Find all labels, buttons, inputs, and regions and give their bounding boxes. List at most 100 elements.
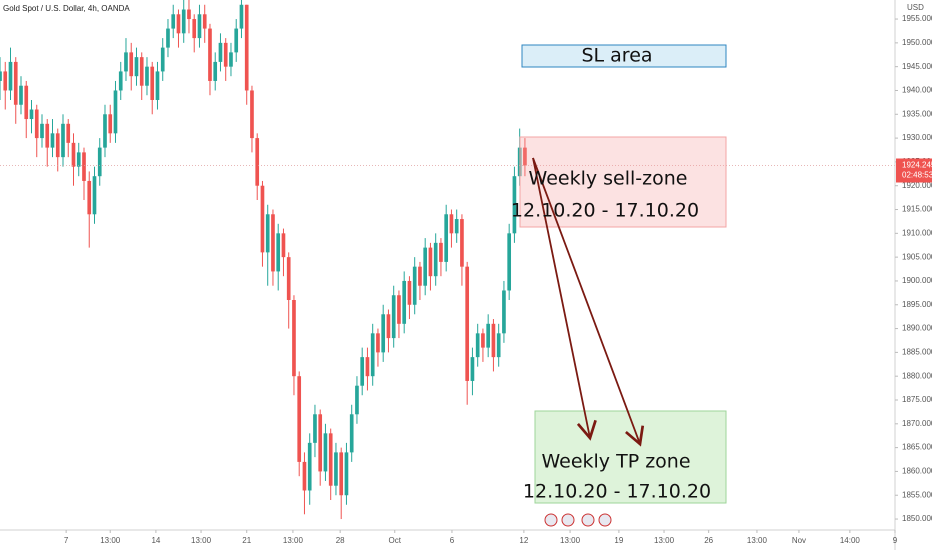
candle-body — [129, 52, 134, 77]
candle-body — [45, 123, 50, 148]
y-tick-label: 1905.000 — [902, 252, 932, 261]
candle-body — [507, 233, 512, 291]
y-tick-label: 1900.000 — [902, 276, 932, 285]
candle-body — [502, 290, 506, 334]
x-tick-label: 9 — [893, 536, 898, 545]
candle-body — [286, 257, 291, 300]
x-tick-label: Nov — [792, 536, 806, 545]
x-tick-label: 6 — [450, 536, 455, 545]
candle-body — [349, 414, 354, 453]
y-tick-label: 1880.000 — [902, 371, 932, 380]
y-tick-label: 1955.000 — [902, 14, 932, 23]
candle-body — [449, 214, 454, 234]
candle-body — [61, 123, 65, 158]
candle-body — [160, 47, 165, 72]
y-tick-label: 1870.000 — [902, 419, 932, 428]
price-label-box — [896, 158, 932, 183]
candle-body — [202, 14, 207, 29]
candle-body — [134, 57, 139, 77]
candle-body — [323, 433, 328, 472]
candle-body — [218, 42, 223, 62]
candle-body — [302, 461, 307, 491]
candle-body — [460, 219, 464, 267]
x-tick-label: 13:00 — [747, 536, 768, 545]
x-tick-label: 14 — [151, 536, 160, 545]
candle-body — [24, 85, 29, 120]
candle-body — [8, 61, 13, 91]
candle-body — [423, 247, 428, 286]
candle-body — [13, 61, 18, 105]
annotation: Weekly sell-zone — [529, 168, 688, 190]
candle-body — [481, 333, 485, 348]
y-tick-label: 1930.000 — [902, 133, 932, 142]
x-tick-label: 19 — [614, 536, 623, 545]
x-tick-label: 28 — [336, 536, 345, 545]
axes: 1850.000 1855.000 1860.000 1865.000 1870.000… — [64, 14, 932, 545]
candle-body — [197, 14, 202, 39]
candle-body — [386, 314, 391, 339]
y-tick-label: 1945.000 — [902, 62, 932, 71]
candle-body — [239, 4, 244, 29]
candle-body — [19, 85, 23, 105]
candle-body — [381, 314, 386, 353]
candle-body — [318, 414, 323, 472]
candle-body — [34, 109, 39, 139]
candle-body — [276, 233, 281, 272]
candle-body — [71, 142, 76, 167]
candle-body — [29, 109, 34, 120]
candle-body — [40, 123, 44, 139]
y-tick-label: 1935.000 — [902, 109, 932, 118]
annotation: Weekly TP zone — [541, 451, 690, 473]
candle-body — [139, 57, 144, 86]
candle-body — [454, 219, 459, 234]
candle-body — [124, 52, 128, 72]
candle-body — [92, 176, 97, 215]
candle-body — [176, 14, 181, 34]
candle-body — [355, 385, 359, 415]
event-icons — [544, 513, 612, 527]
y-tick-label: 1910.000 — [902, 228, 932, 237]
y-tick-label: 1920.000 — [902, 181, 932, 190]
sell-zone-box — [519, 136, 727, 228]
candle-body — [496, 333, 501, 358]
chart-title: Gold Spot / U.S. Dollar, 4h, OANDA — [3, 4, 130, 13]
candle-body — [171, 14, 176, 29]
currency: USD — [907, 3, 924, 12]
y-tick-label: 1855.000 — [902, 490, 932, 499]
x-tick-label: 13:00 — [191, 536, 212, 545]
candle-body — [407, 280, 412, 305]
candle-body — [292, 300, 296, 377]
candle-body — [145, 66, 149, 86]
candle-body — [397, 295, 401, 324]
annotation: SL area — [581, 45, 652, 67]
candle-body — [250, 90, 254, 139]
candle-body — [244, 4, 249, 91]
x-tick-label: 13:00 — [283, 536, 304, 545]
candle-body — [512, 176, 517, 234]
candle-body — [50, 133, 55, 148]
arrow — [532, 157, 645, 447]
candle-body — [192, 19, 197, 39]
x-tick-label: Oct — [389, 536, 402, 545]
candle-body — [0, 71, 2, 81]
candle-body — [255, 138, 260, 186]
candle-body — [402, 280, 407, 324]
y-tick-label: 1915.000 — [902, 205, 932, 214]
candle-body — [55, 133, 60, 158]
candle-body — [486, 323, 491, 348]
candle-body — [328, 433, 333, 486]
x-tick-label: 13:00 — [100, 536, 121, 545]
y-tick-label: 1950.000 — [902, 38, 932, 47]
candle-body — [391, 295, 396, 339]
x-tick-label: 12 — [519, 536, 528, 545]
x-tick-label: 7 — [64, 536, 69, 545]
y-tick-label: 1850.000 — [902, 514, 932, 523]
candle-body — [181, 9, 186, 34]
y-tick-label: 1890.000 — [902, 324, 932, 333]
candle-body — [271, 214, 275, 272]
candle-body — [166, 28, 170, 48]
arrow — [532, 157, 597, 441]
candle-body — [208, 28, 212, 81]
x-tick-label: 14:00 — [840, 536, 861, 545]
